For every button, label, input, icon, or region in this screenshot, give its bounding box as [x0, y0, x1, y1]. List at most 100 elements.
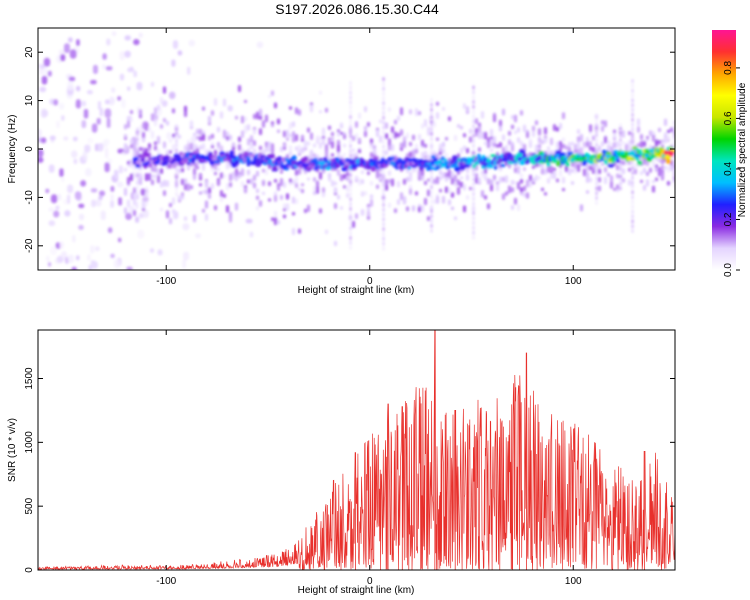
spectrogram-cell	[480, 170, 485, 175]
spectrogram-cell	[627, 144, 632, 152]
spectrogram-cell	[165, 210, 170, 219]
spectrogram-cell	[360, 179, 365, 185]
spectrogram-cell	[136, 185, 139, 190]
spectrogram-cell	[408, 188, 413, 195]
spectrogram-cell	[432, 199, 437, 204]
spectrogram-cell	[472, 90, 475, 95]
spectrogram-cell	[171, 209, 176, 214]
spectrogram-cell	[414, 191, 419, 196]
spectrogram-cell	[549, 173, 554, 179]
spectrogram-cell	[648, 130, 653, 136]
spectrogram-cell	[472, 225, 475, 230]
spectrogram-cell	[435, 176, 440, 185]
spectrogram-cell	[366, 206, 371, 211]
spectrogram-x-tick-label: 0	[367, 276, 373, 287]
spectrogram-cell	[126, 266, 133, 270]
spectrogram-cell	[49, 135, 56, 141]
spectrogram-cell	[229, 150, 235, 155]
spectrogram-y-tick-label: 0	[24, 146, 35, 152]
spectrogram-cell	[324, 107, 329, 113]
spectrogram-cell	[38, 149, 44, 158]
spectrogram-cell	[124, 35, 131, 41]
spectrogram-cell	[142, 209, 149, 218]
spectrogram-cell	[306, 204, 311, 212]
spectrogram-cell	[141, 147, 146, 153]
spectrogram-cell	[528, 174, 533, 183]
spectrogram-cell	[318, 172, 323, 180]
spectrogram-cell	[38, 63, 42, 69]
spectrogram-cell	[493, 165, 498, 170]
spectrogram-cell	[249, 231, 254, 238]
spectrogram-cell	[204, 200, 209, 209]
spectrogram-cell	[198, 174, 203, 178]
spectrogram-cell	[537, 143, 542, 149]
spectrogram-cell	[372, 156, 379, 160]
spectrogram-cell	[129, 160, 134, 167]
spectrogram-cell	[190, 136, 196, 144]
spectrogram-cell	[159, 207, 164, 212]
spectrogram-cell	[67, 254, 74, 264]
spectrogram-cell	[472, 216, 475, 221]
spectrogram-cell	[619, 162, 622, 167]
spectrogram-cell	[396, 180, 401, 187]
spectrogram-cell	[382, 193, 385, 198]
spectrogram-cell	[153, 107, 158, 115]
spectrogram-cell	[166, 132, 171, 140]
spectrogram-cell	[472, 201, 475, 206]
spectrogram-cell	[342, 134, 347, 139]
spectrogram-cell	[255, 188, 260, 194]
spectrogram-cell	[663, 165, 668, 170]
spectrogram-cell	[210, 183, 215, 190]
spectrogram-cell	[465, 174, 470, 181]
spectrogram-cell	[382, 227, 385, 232]
spectrogram-cell	[207, 193, 212, 199]
spectrogram-cell	[619, 142, 622, 147]
spectrogram-cell	[357, 178, 362, 186]
spectrogram-cell	[595, 186, 598, 191]
spectrogram-cell	[654, 166, 659, 172]
spectrogram-cell	[405, 153, 410, 157]
spectrogram-cell	[525, 179, 530, 188]
spectrogram-cell	[264, 145, 269, 153]
spectrogram-cell	[498, 119, 503, 127]
spectrogram-cell	[595, 142, 598, 147]
spectrogram-cell	[447, 169, 452, 178]
spectrogram-cell	[294, 134, 299, 142]
spectrogram-cell	[252, 182, 257, 189]
spectrogram-cell	[486, 137, 491, 144]
spectrogram-cell	[357, 112, 362, 119]
spectrogram-cell	[430, 151, 433, 156]
spectrogram-cell	[595, 113, 598, 118]
spectrogram-cell	[74, 191, 82, 200]
spectrogram-cell	[48, 207, 54, 212]
spectrogram-cell	[65, 257, 69, 264]
spectrogram-cell	[309, 149, 314, 157]
spectrogram-cell	[177, 195, 182, 201]
spectrogram-cell	[99, 108, 104, 117]
spectrogram-cell	[349, 211, 352, 216]
spectrogram-cell	[639, 140, 644, 148]
spectrogram-cell	[516, 166, 521, 174]
spectrogram-cell	[261, 149, 266, 155]
spectrogram-cell	[126, 199, 131, 208]
spectrogram-cell	[375, 169, 380, 177]
spectrogram-cell	[570, 141, 575, 146]
spectrogram-cell	[216, 127, 221, 133]
spectrogram-cell	[393, 119, 398, 125]
spectrogram-cell	[207, 148, 212, 153]
spectrogram-cell	[585, 190, 590, 194]
spectrogram-cell	[369, 181, 374, 186]
spectrogram-cell	[354, 175, 359, 181]
spectrogram-cell	[126, 116, 131, 122]
spectrogram-cell	[382, 236, 385, 241]
snr-x-tick-label: 100	[565, 576, 582, 587]
spectrogram-cell	[349, 115, 352, 119]
spectrogram-cell	[156, 104, 161, 111]
spectrogram-cell	[456, 186, 461, 195]
spectrogram-cell	[349, 245, 352, 250]
spectrogram-cell	[129, 144, 134, 149]
spectrogram-cell	[363, 130, 368, 138]
spectrogram-cell	[303, 208, 308, 214]
spectrogram-cell	[76, 255, 80, 261]
spectrogram-cell	[222, 174, 227, 179]
